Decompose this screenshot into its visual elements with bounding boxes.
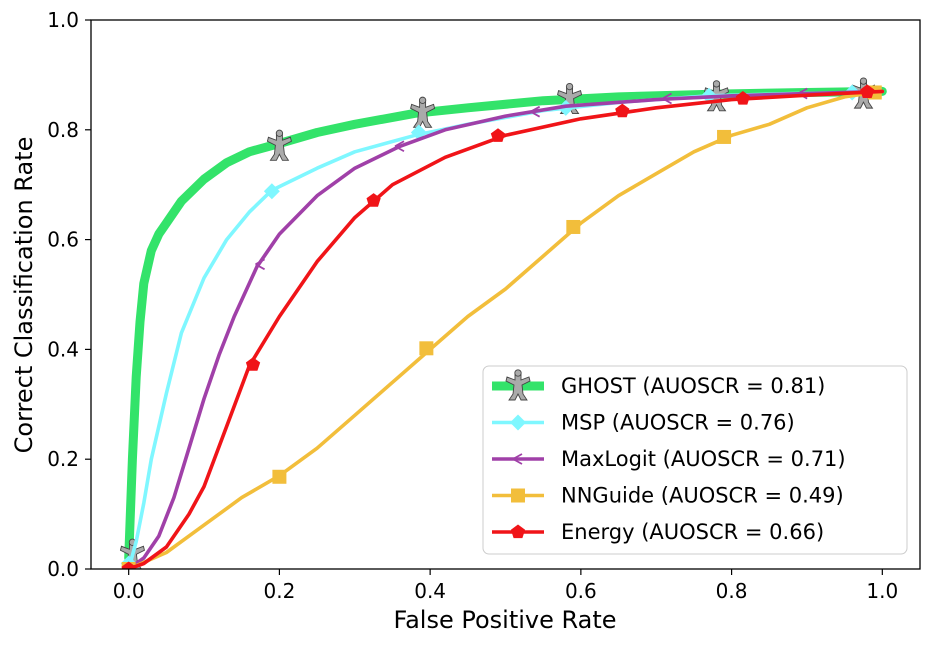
axes-layer: 0.0 0.2 0.4 0.6 0.8 1.0 0.0 0.2 0.4 0.6 0.8 1.0 [47, 8, 898, 603]
square-icon [566, 219, 581, 234]
x-axis-label: False Positive Rate [393, 606, 616, 634]
x-tick-label: 0.0 [113, 579, 145, 603]
y-tick-label: 0.2 [47, 447, 79, 471]
pentagon-icon [510, 524, 526, 539]
x-tick-label: 0.8 [716, 579, 748, 603]
legend-item: GHOST (AUOSCR = 0.81) [492, 369, 825, 401]
tri-left-icon [394, 140, 405, 153]
pentagon-icon [735, 91, 750, 105]
diamond-icon [510, 414, 526, 431]
legend-item: MSP (AUOSCR = 0.76) [492, 411, 795, 435]
pentagon-icon [121, 561, 136, 569]
diamond-icon [263, 183, 280, 200]
square-icon [511, 488, 525, 503]
legend-item: MaxLogit (AUOSCR = 0.71) [492, 447, 846, 471]
person-icon [410, 96, 436, 128]
plot-frame [90, 19, 921, 570]
pentagon-icon [366, 193, 381, 207]
series-layer [119, 77, 887, 569]
legend-label: MaxLogit (AUOSCR = 0.71) [561, 447, 846, 471]
x-tick-label: 0.4 [414, 579, 446, 603]
series-3 [121, 85, 885, 569]
x-tick-label: 0.6 [565, 579, 597, 603]
tri-left-icon [512, 453, 523, 465]
series-line [126, 89, 885, 569]
legend-label: Energy (AUOSCR = 0.66) [561, 520, 824, 544]
legend-item: Energy (AUOSCR = 0.66) [492, 520, 824, 544]
x-tick-label: 0.2 [264, 579, 296, 603]
series-4 [121, 84, 885, 569]
person-icon [266, 129, 292, 161]
series-line [126, 89, 885, 569]
tri-left-icon [255, 258, 266, 271]
series-line [124, 86, 887, 563]
legend-label: GHOST (AUOSCR = 0.81) [561, 374, 825, 398]
tri-left-icon [662, 92, 672, 105]
legend-label: NNGuide (AUOSCR = 0.49) [561, 484, 844, 508]
tri-left-icon [530, 105, 541, 118]
square-icon [717, 129, 732, 144]
square-icon [272, 469, 287, 484]
pentagon-icon [615, 103, 630, 118]
legend-item: NNGuide (AUOSCR = 0.49) [492, 484, 844, 508]
legend-label: MSP (AUOSCR = 0.76) [561, 411, 795, 435]
series-line [126, 89, 885, 569]
x-tick-label: 1.0 [866, 579, 898, 603]
pentagon-icon [860, 84, 875, 98]
y-tick-label: 0.6 [47, 228, 79, 252]
y-tick-label: 1.0 [47, 8, 79, 32]
y-tick-label: 0.0 [47, 557, 79, 581]
person-icon [505, 369, 531, 401]
pentagon-icon [245, 357, 261, 371]
y-axis-label: Correct Classification Rate [10, 137, 38, 454]
y-tick-label: 0.4 [47, 337, 79, 361]
square-icon [419, 341, 434, 356]
pentagon-icon [490, 128, 506, 142]
series-2 [123, 87, 885, 569]
legend: GHOST (AUOSCR = 0.81) MSP (AUOSCR = 0.76)… [482, 365, 908, 555]
legend-frame [482, 365, 908, 555]
y-tick-label: 0.8 [47, 118, 79, 142]
